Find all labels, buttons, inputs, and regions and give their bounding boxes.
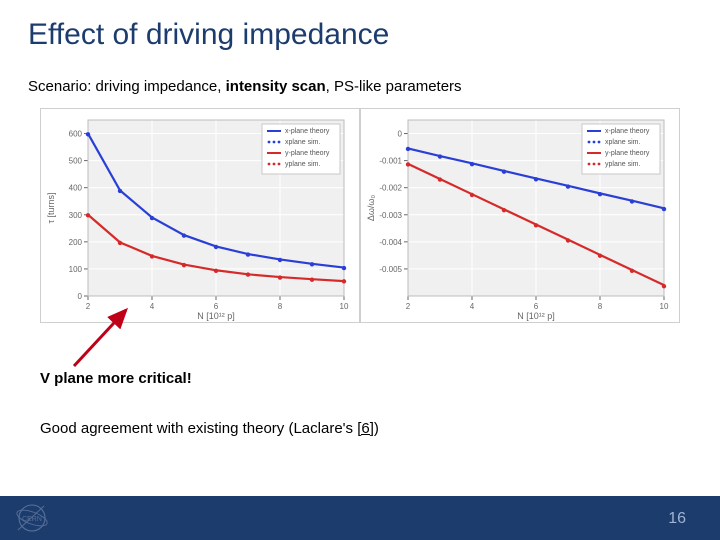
svg-text:6: 6 — [534, 302, 539, 311]
svg-text:2: 2 — [406, 302, 411, 311]
svg-text:300: 300 — [69, 211, 83, 220]
svg-text:-0.001: -0.001 — [379, 157, 402, 166]
svg-text:τ [turns]: τ [turns] — [46, 192, 56, 223]
svg-text:-0.005: -0.005 — [379, 265, 402, 274]
svg-text:0: 0 — [78, 292, 83, 301]
svg-text:x-plane theory: x-plane theory — [605, 128, 650, 135]
page-number: 16 — [668, 510, 686, 528]
svg-text:CERN: CERN — [22, 516, 42, 523]
reference-link[interactable]: [6] — [357, 420, 374, 437]
svg-text:xplane sim.: xplane sim. — [605, 139, 640, 146]
svg-text:0: 0 — [398, 130, 403, 139]
scenario-prefix: Scenario: driving impedance, — [28, 78, 226, 95]
svg-text:10: 10 — [340, 302, 349, 311]
svg-text:8: 8 — [278, 302, 283, 311]
footer-bar: CERN 16 — [0, 496, 720, 540]
svg-text:600: 600 — [69, 130, 83, 139]
svg-text:8: 8 — [598, 302, 603, 311]
cern-logo: CERN — [14, 500, 50, 536]
chart-right: 0 -0.001 -0.002 -0.003 -0.004 -0.005 2 4 6 8 10 Δω/… — [360, 108, 680, 323]
svg-text:y-plane theory: y-plane theory — [605, 150, 650, 157]
svg-text:xplane sim.: xplane sim. — [285, 139, 320, 146]
scenario-bold: intensity scan — [226, 78, 326, 95]
arrow-annotation — [68, 304, 148, 376]
good-prefix: Good agreement with existing theory (Lac… — [40, 420, 357, 437]
charts-row: 0100200300400500600246810τ [turns]N [10¹… — [40, 108, 680, 323]
svg-text:100: 100 — [69, 265, 83, 274]
svg-text:N [10¹² p]: N [10¹² p] — [517, 311, 555, 321]
svg-text:yplane sim.: yplane sim. — [605, 161, 640, 168]
svg-text:-0.003: -0.003 — [379, 211, 402, 220]
scenario-suffix: , PS-like parameters — [326, 78, 462, 95]
svg-text:4: 4 — [470, 302, 475, 311]
svg-text:-0.002: -0.002 — [379, 184, 402, 193]
vplane-note: V plane more critical! — [40, 370, 192, 387]
good-suffix: ) — [374, 420, 379, 437]
slide: Effect of driving impedance Scenario: dr… — [0, 0, 720, 540]
good-agreement-line: Good agreement with existing theory (Lac… — [40, 420, 379, 437]
svg-text:4: 4 — [150, 302, 155, 311]
svg-text:400: 400 — [69, 184, 83, 193]
svg-text:y-plane theory: y-plane theory — [285, 150, 330, 157]
svg-text:500: 500 — [69, 157, 83, 166]
svg-text:-0.004: -0.004 — [379, 238, 402, 247]
svg-text:200: 200 — [69, 238, 83, 247]
svg-text:yplane sim.: yplane sim. — [285, 161, 320, 168]
page-title: Effect of driving impedance — [28, 18, 389, 52]
scenario-line: Scenario: driving impedance, intensity s… — [28, 78, 462, 95]
svg-text:x-plane theory: x-plane theory — [285, 128, 330, 135]
svg-text:Δω/ω₀: Δω/ω₀ — [366, 195, 376, 222]
chart-left: 0100200300400500600246810τ [turns]N [10¹… — [40, 108, 360, 323]
svg-text:10: 10 — [660, 302, 669, 311]
svg-text:N [10¹² p]: N [10¹² p] — [197, 311, 235, 321]
svg-text:6: 6 — [214, 302, 219, 311]
